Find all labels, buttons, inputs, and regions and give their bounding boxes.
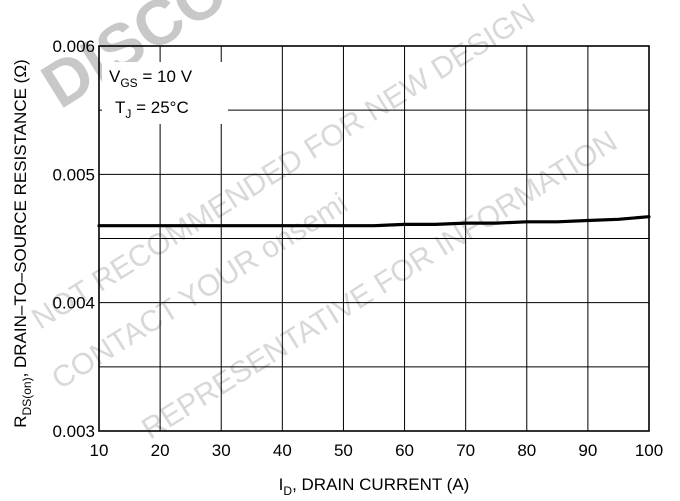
x-tick-label: 100 [635, 441, 663, 460]
x-tick-label: 90 [578, 441, 597, 460]
grid [99, 46, 649, 431]
y-tick-label: 0.006 [52, 37, 95, 56]
x-axis-title: ID, DRAIN CURRENT (A) [279, 475, 470, 498]
x-tick-label: 80 [517, 441, 536, 460]
annotation-tj-sub: J [125, 107, 131, 121]
y-tick-label: 0.004 [52, 294, 95, 313]
plot-frame [98, 45, 650, 432]
annotation-tj-rest: = 25°C [131, 98, 188, 117]
y-axis-title-rest: , DRAIN–TO–SOURCE RESISTANCE (Ω) [11, 59, 30, 377]
x-tick-labels: 10 20 30 40 50 60 70 80 90 100 [90, 441, 664, 460]
y-axis-title-sub: DS(on) [20, 377, 34, 415]
y-axis-title: RDS(on), DRAIN–TO–SOURCE RESISTANCE (Ω) [11, 59, 34, 427]
annotation-vgs-rest: = 10 V [138, 67, 193, 86]
x-tick-label: 10 [90, 441, 109, 460]
annotation-box [102, 62, 228, 124]
x-axis-title-main: I [279, 475, 284, 494]
x-axis-title-sub: D [283, 484, 292, 498]
x-tick-label: 20 [151, 441, 170, 460]
annotation-tj-main: T [115, 98, 125, 117]
series-line-rds [97, 215, 651, 228]
annotation-vgs: VGS = 10 V [109, 67, 193, 90]
x-tick-label: 60 [395, 441, 414, 460]
annotation-vgs-main: V [109, 67, 121, 86]
y-tick-label: 0.003 [52, 422, 95, 441]
x-axis-title-rest: , DRAIN CURRENT (A) [292, 475, 469, 494]
annotation-vgs-sub: GS [120, 76, 137, 90]
x-tick-label: 50 [334, 441, 353, 460]
x-tick-label: 70 [456, 441, 475, 460]
y-tick-labels: 0.003 0.004 0.005 0.006 [52, 37, 95, 441]
y-axis-title-main: R [11, 415, 30, 427]
annotation-tj: TJ = 25°C [115, 98, 189, 121]
y-tick-label: 0.005 [52, 165, 95, 184]
x-tick-label: 40 [273, 441, 292, 460]
x-tick-label: 30 [212, 441, 231, 460]
